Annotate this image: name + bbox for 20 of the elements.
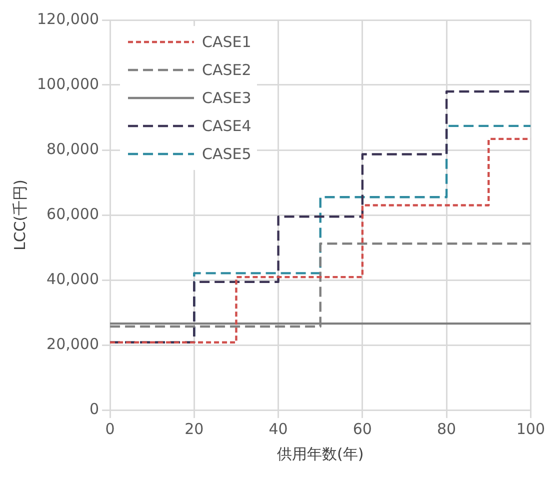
y-tick-label: 100,000 — [37, 74, 100, 93]
y-tick-label: 60,000 — [46, 204, 100, 223]
y-tick-label: 120,000 — [37, 10, 100, 28]
x-tick-label: 0 — [105, 420, 115, 438]
legend-label: CASE4 — [202, 117, 252, 135]
y-axis-title: LCC(千円) — [10, 179, 29, 251]
legend-label: CASE5 — [202, 145, 252, 163]
legend-label: CASE2 — [202, 61, 252, 79]
x-tick-label: 80 — [437, 420, 456, 438]
legend-label: CASE1 — [202, 33, 252, 51]
x-tick-label: 40 — [268, 420, 288, 438]
y-tick-label: 80,000 — [46, 140, 100, 158]
x-tick-label: 60 — [352, 420, 372, 438]
y-tick-label: 0 — [89, 400, 100, 418]
y-tick-label: 20,000 — [46, 334, 100, 353]
legend-label: CASE3 — [202, 89, 252, 107]
x-tick-label: 20 — [184, 420, 204, 438]
y-tick-label: 40,000 — [46, 270, 100, 288]
x-axis-title: 供用年数(年) — [276, 444, 364, 463]
x-tick-label: 100 — [516, 420, 546, 438]
